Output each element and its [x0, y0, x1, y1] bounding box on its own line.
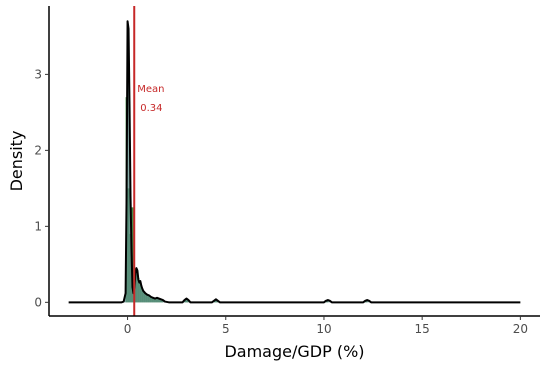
mean-layer: Mean 0.34 — [133, 6, 164, 316]
y-axis-title: Density — [7, 131, 26, 192]
y-tick-label: 1 — [34, 219, 42, 233]
x-tick-label: 10 — [316, 322, 331, 336]
x-tick-label: 5 — [222, 322, 230, 336]
x-tick-label: 0 — [124, 322, 132, 336]
axes-layer — [48, 6, 540, 317]
y-tick-label: 2 — [34, 143, 42, 157]
x-tick-label: 15 — [415, 322, 430, 336]
density-curve — [68, 20, 521, 304]
y-tick-label: 3 — [34, 67, 42, 81]
y-tick-label: 0 — [34, 295, 42, 309]
density-layer — [68, 20, 521, 304]
mean-label: Mean — [137, 84, 164, 95]
x-tick-label: 20 — [513, 322, 528, 336]
x-axis-title: Damage/GDP (%) — [224, 342, 364, 361]
mean-value-label: 0.34 — [140, 103, 162, 114]
x-ticks: 0 5 10 15 20 — [124, 316, 528, 336]
y-ticks: 0 1 2 3 — [34, 67, 49, 309]
